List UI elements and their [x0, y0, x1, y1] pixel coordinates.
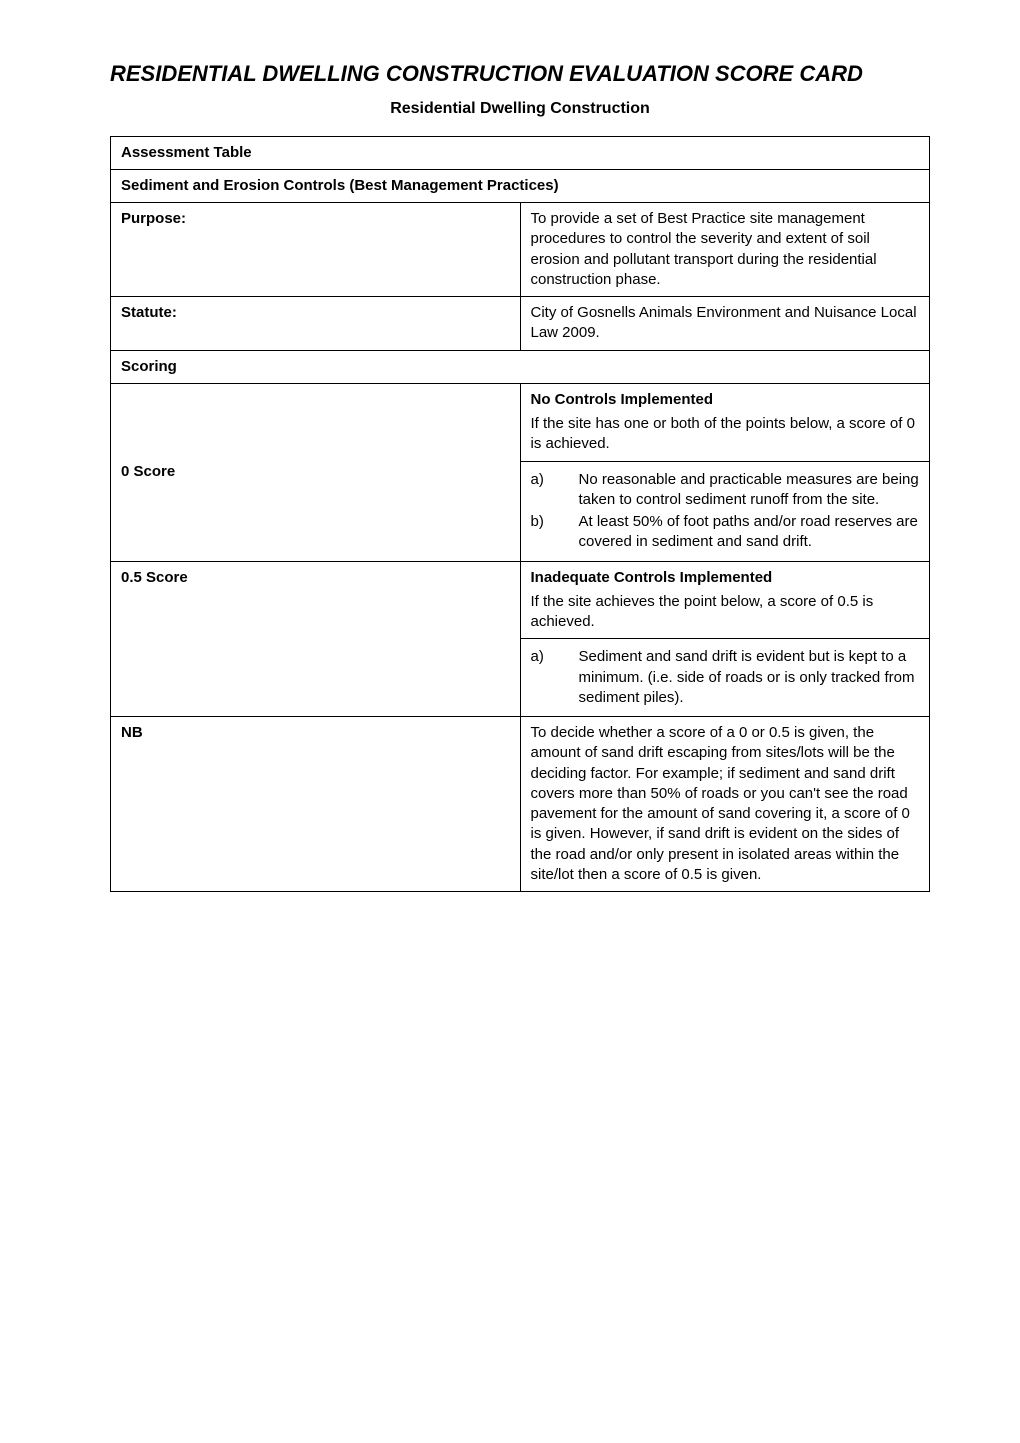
table-row: Assessment Table: [111, 136, 930, 169]
score-05-intro: If the site achieves the point below, a …: [531, 592, 920, 633]
score-0-items-cell: a) No reasonable and practicable measure…: [520, 461, 930, 561]
list-item: a) Sediment and sand drift is evident bu…: [531, 647, 920, 708]
score-0-intro: If the site has one or both of the point…: [531, 414, 920, 455]
table-row: Sediment and Erosion Controls (Best Mana…: [111, 169, 930, 202]
list-letter: a): [531, 470, 579, 511]
scoring-header: Scoring: [111, 350, 930, 383]
table-row: Scoring: [111, 350, 930, 383]
table-row: NB To decide whether a score of a 0 or 0…: [111, 717, 930, 892]
score-0-intro-cell: No Controls Implemented If the site has …: [520, 383, 930, 461]
list-letter: b): [531, 512, 579, 553]
score-05-intro-cell: Inadequate Controls Implemented If the s…: [520, 561, 930, 639]
table-row: Statute: City of Gosnells Animals Enviro…: [111, 297, 930, 351]
statute-label: Statute:: [111, 297, 521, 351]
purpose-label: Purpose:: [111, 203, 521, 297]
table-row: 0 Score No Controls Implemented If the s…: [111, 383, 930, 461]
document-subtitle: Residential Dwelling Construction: [110, 100, 930, 118]
nb-label: NB: [111, 717, 521, 892]
score-05-label: 0.5 Score: [111, 561, 521, 717]
score-0-heading: No Controls Implemented: [531, 390, 920, 410]
list-item: b) At least 50% of foot paths and/or roa…: [531, 512, 920, 553]
list-item: a) No reasonable and practicable measure…: [531, 470, 920, 511]
document-title: RESIDENTIAL DWELLING CONSTRUCTION EVALUA…: [162, 60, 930, 88]
purpose-text: To provide a set of Best Practice site m…: [520, 203, 930, 297]
score-0-label: 0 Score: [111, 383, 521, 561]
statute-text: City of Gosnells Animals Environment and…: [520, 297, 930, 351]
assessment-header: Assessment Table: [111, 136, 930, 169]
score-05-heading: Inadequate Controls Implemented: [531, 568, 920, 588]
page: RESIDENTIAL DWELLING CONSTRUCTION EVALUA…: [0, 0, 1020, 1443]
list-letter: a): [531, 647, 579, 708]
list-body: At least 50% of foot paths and/or road r…: [579, 512, 920, 553]
score-05-items-cell: a) Sediment and sand drift is evident bu…: [520, 639, 930, 717]
nb-text: To decide whether a score of a 0 or 0.5 …: [520, 717, 930, 892]
table-row: 0.5 Score Inadequate Controls Implemente…: [111, 561, 930, 639]
list-body: No reasonable and practicable measures a…: [579, 470, 920, 511]
list-body: Sediment and sand drift is evident but i…: [579, 647, 920, 708]
table-row: Purpose: To provide a set of Best Practi…: [111, 203, 930, 297]
assessment-table: Assessment Table Sediment and Erosion Co…: [110, 136, 930, 893]
section-header: Sediment and Erosion Controls (Best Mana…: [111, 169, 930, 202]
